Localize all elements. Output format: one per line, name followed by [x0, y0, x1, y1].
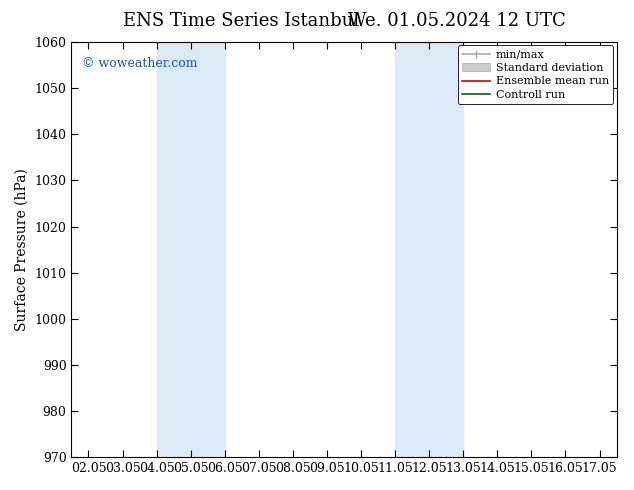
- Y-axis label: Surface Pressure (hPa): Surface Pressure (hPa): [15, 168, 29, 331]
- Legend: min/max, Standard deviation, Ensemble mean run, Controll run: min/max, Standard deviation, Ensemble me…: [458, 46, 613, 104]
- Text: ENS Time Series Istanbul: ENS Time Series Istanbul: [123, 12, 359, 30]
- Bar: [395, 42, 463, 457]
- Text: © woweather.com: © woweather.com: [82, 56, 198, 70]
- Text: We. 01.05.2024 12 UTC: We. 01.05.2024 12 UTC: [347, 12, 566, 30]
- Bar: [157, 42, 224, 457]
